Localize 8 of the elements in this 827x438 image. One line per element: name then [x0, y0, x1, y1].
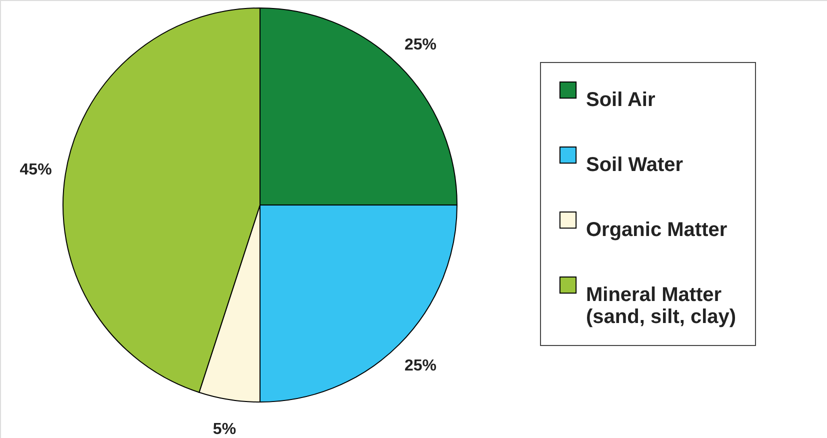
data-label: 45%: [20, 161, 52, 178]
data-label: 25%: [404, 358, 437, 375]
legend-label: Mineral Matter (sand, silt, clay): [586, 284, 736, 328]
legend-label: Soil Water: [586, 154, 684, 176]
data-label: 25%: [404, 36, 437, 54]
legend-label: Soil Air: [586, 89, 656, 111]
legend-label: Organic Matter: [586, 219, 728, 241]
data-label: 5%: [212, 421, 236, 438]
